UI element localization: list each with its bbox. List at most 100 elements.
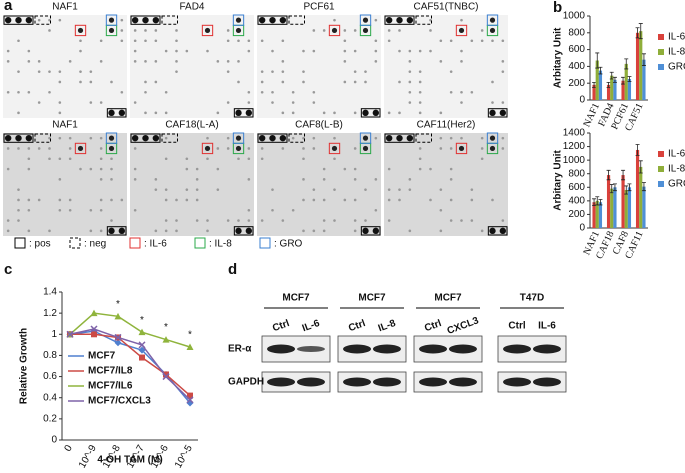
array-spot xyxy=(429,29,432,32)
array-image xyxy=(3,15,127,118)
array-spot xyxy=(408,70,412,73)
array-spot xyxy=(216,60,220,63)
bar xyxy=(627,79,632,100)
array-title: PCF61 xyxy=(303,2,335,13)
array-spot xyxy=(6,90,10,94)
array-spot xyxy=(449,178,453,181)
array-spot xyxy=(333,136,336,140)
array-spot xyxy=(439,111,443,115)
array-spot xyxy=(260,219,264,222)
array-spot xyxy=(68,198,72,202)
array-spot xyxy=(501,219,505,222)
array-spot xyxy=(175,39,178,43)
marker xyxy=(114,339,122,347)
array-spot xyxy=(164,90,168,94)
array-spot xyxy=(491,39,494,43)
marker xyxy=(138,341,146,349)
array-spot xyxy=(429,167,432,171)
array-spot xyxy=(331,145,338,152)
array-spot xyxy=(48,29,51,32)
array-spot xyxy=(206,136,209,140)
blot-cell: MCF7 xyxy=(434,293,462,304)
array-spot xyxy=(501,70,505,73)
array-spot xyxy=(439,208,443,212)
array-spot xyxy=(489,145,496,152)
array-spot xyxy=(449,70,453,73)
bar xyxy=(598,70,603,100)
array-spot xyxy=(99,229,103,233)
gro-box xyxy=(359,14,372,26)
array-spot xyxy=(322,219,326,222)
legend-swatch xyxy=(69,237,81,249)
blot-band xyxy=(343,377,372,387)
array-spot xyxy=(385,134,393,142)
error-bar xyxy=(621,76,626,85)
array-spot xyxy=(302,157,305,161)
array-spot xyxy=(237,219,240,222)
array-spot xyxy=(429,198,432,202)
array-image xyxy=(3,133,127,236)
y-tick-label: 0 xyxy=(579,223,585,234)
array-spot xyxy=(449,198,453,202)
neg-box xyxy=(161,133,178,143)
array-spot xyxy=(195,219,199,222)
array-spot xyxy=(27,49,31,53)
array-spot xyxy=(58,208,62,212)
legend-label: : GRO xyxy=(274,239,303,250)
array-spot xyxy=(489,227,496,235)
legend-swatch xyxy=(194,237,206,249)
array-spot xyxy=(6,60,10,63)
blot-lane: IL-6 xyxy=(301,318,322,335)
array-spot xyxy=(37,70,41,73)
array-spot xyxy=(164,188,168,191)
array-spot xyxy=(108,135,115,141)
blot-cell: T47D xyxy=(520,293,544,304)
array-spot xyxy=(133,167,137,171)
array-spot xyxy=(110,219,113,222)
array-spot xyxy=(133,101,137,104)
array-spot xyxy=(501,136,505,140)
pos-box xyxy=(257,133,288,143)
array-spot xyxy=(374,136,378,140)
array-spot xyxy=(271,70,274,73)
array-spot xyxy=(372,227,380,235)
array-spot xyxy=(120,198,124,202)
array-spot xyxy=(154,39,158,43)
array-spot xyxy=(460,136,463,140)
array-spot xyxy=(322,111,326,115)
array-spot xyxy=(353,147,357,150)
pos-box xyxy=(487,226,508,236)
array-spot xyxy=(247,39,251,43)
array-spot xyxy=(281,80,285,84)
array-spot xyxy=(79,39,82,43)
gro-box xyxy=(486,132,499,144)
array-spot xyxy=(333,111,336,115)
array-spot xyxy=(302,70,305,73)
array-spot xyxy=(68,208,72,212)
array-spot xyxy=(387,39,391,43)
array-spot xyxy=(364,219,367,222)
legend-label: IL-6 xyxy=(668,149,685,160)
neg-box xyxy=(415,15,432,25)
array-spot xyxy=(17,111,20,115)
array-spot xyxy=(322,178,326,181)
array-spot xyxy=(164,111,168,115)
array-spot xyxy=(353,219,357,222)
array-spot xyxy=(235,227,242,235)
panel-label: a xyxy=(4,0,13,14)
legend-swatch xyxy=(658,151,664,157)
bar xyxy=(606,175,611,228)
array-spot xyxy=(185,188,189,191)
array-spot xyxy=(164,136,168,140)
marker xyxy=(162,373,170,381)
array-spot xyxy=(99,60,103,63)
array-spot xyxy=(142,16,149,24)
blot-band xyxy=(267,377,296,387)
array-spot xyxy=(470,39,474,43)
array-spot xyxy=(175,49,178,53)
bar xyxy=(624,190,628,228)
array-spot xyxy=(374,49,378,53)
array-spot xyxy=(418,49,422,53)
neg-box xyxy=(288,133,305,143)
array-spot xyxy=(480,147,484,150)
